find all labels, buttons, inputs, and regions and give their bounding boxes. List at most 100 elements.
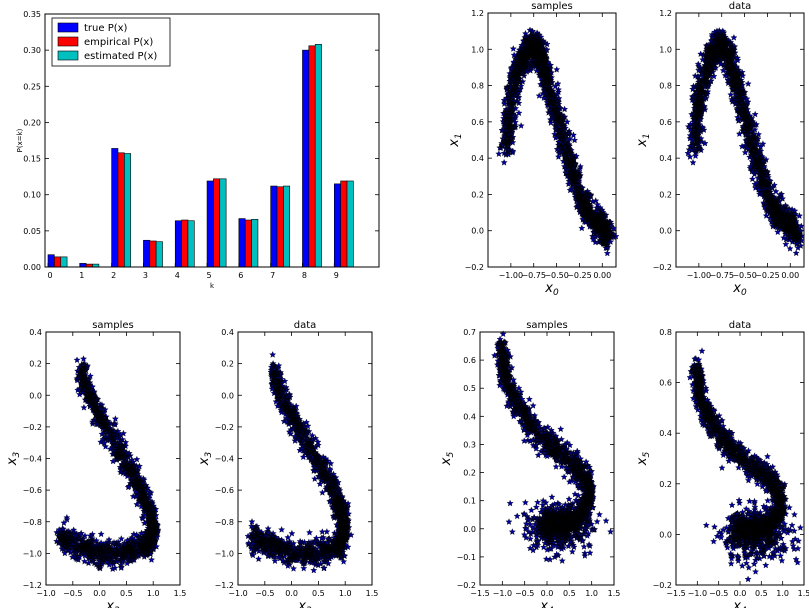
x-tick-label: 4 — [175, 271, 180, 280]
bar-true-0 — [47, 254, 55, 268]
x-tick-label: 0 — [47, 271, 52, 280]
x-tick-label: 7 — [270, 271, 275, 280]
y-tick-label: 0.15 — [23, 155, 41, 164]
bar-empirical-3 — [149, 240, 157, 268]
y-tick-label: 0.0 — [29, 391, 42, 400]
legend-swatch — [57, 22, 79, 33]
bar-estimated-9 — [346, 180, 354, 268]
x-tick-label: 0.00 — [781, 271, 799, 280]
y-tick-label: 0.6 — [659, 379, 672, 388]
bar-true-1 — [79, 263, 87, 268]
x-tick-label: −0.5 — [515, 589, 534, 598]
y-tick-label: 0.5 — [463, 384, 476, 393]
y-tick-label: −0.8 — [23, 518, 42, 527]
x-axis-label: x0 — [732, 281, 747, 298]
y-tick-label: −0.2 — [457, 581, 476, 590]
x-tick-label: −1.0 — [228, 589, 247, 598]
x-tick-label: 2 — [111, 271, 116, 280]
bar-empirical-8 — [308, 45, 316, 268]
y-tick-label: −0.2 — [215, 423, 234, 432]
bar-empirical-4 — [181, 219, 189, 268]
y-tick-label: −0.4 — [215, 455, 234, 464]
y-axis-label: x1 — [447, 133, 464, 147]
y-tick-label: 1.0 — [659, 45, 672, 54]
bar-empirical-0 — [54, 256, 62, 268]
y-tick-label: 0.00 — [23, 263, 41, 272]
x-tick-label: −0.50 — [544, 271, 569, 280]
x-tick-label: 0.5 — [120, 589, 133, 598]
y-tick-label: 0.2 — [659, 480, 672, 489]
bar-empirical-7 — [276, 186, 284, 268]
x-tick-label: 1.0 — [339, 589, 352, 598]
bar-estimated-8 — [314, 44, 322, 268]
legend-label: true P(x) — [84, 23, 128, 34]
y-tick-label: 0.4 — [463, 412, 476, 421]
y-tick-label: −0.2 — [653, 581, 672, 590]
panel-title: data — [294, 320, 317, 331]
scatter-data-x2-x3-panel: −1.2−1.0−0.8−0.6−0.4−0.20.00.20.4−1.0 −0.… — [197, 320, 378, 608]
y-tick-label: 0.8 — [659, 328, 672, 337]
x-tick-label: −0.5 — [63, 589, 82, 598]
y-axis-label: x3 — [197, 452, 214, 467]
x-tick-label: −0.5 — [709, 589, 728, 598]
bar-empirical-5 — [213, 178, 221, 268]
bar-chart-panel: 0.00 0.05 0.10 0.15 0.20 0.25 0.30 0.35 0 1 2 3 4 5 6 7… — [16, 10, 380, 290]
scatter-points — [491, 330, 615, 564]
x-tick-label: 0.5 — [312, 589, 325, 598]
y-tick-label: 0.4 — [659, 429, 672, 438]
scatter-data-x0-x1-panel: −0.2 0.0 0.2 0.4 0.6 0.8 1.0 1.2 −1.00−0.75−0.50… — [635, 1, 806, 298]
x-tick-label: 0.5 — [755, 589, 768, 598]
scatter-data-x4-x5-panel: −0.2 0.0 0.2 0.4 0.6 0.8 −1.5 −1.0 −0.5 0.0 0.5 1.0… — [635, 320, 809, 608]
y-tick-label: 0.25 — [23, 82, 41, 91]
legend-label: estimated P(x) — [84, 51, 157, 62]
x-tick-label: 1 — [79, 271, 84, 280]
x-tick-label: 1.5 — [174, 589, 187, 598]
x-tick-label: 0.0 — [541, 589, 554, 598]
y-tick-label: 0.30 — [23, 46, 41, 55]
x-tick-label: −0.75 — [709, 271, 734, 280]
x-tick-label: 6 — [238, 271, 243, 280]
x-axis-label: x2 — [105, 599, 120, 608]
bar-true-3 — [143, 239, 151, 268]
bar-true-7 — [270, 185, 278, 268]
x-tick-label: 0.00 — [593, 271, 611, 280]
y-tick-label: 0.6 — [463, 356, 476, 365]
bar-empirical-9 — [340, 180, 348, 268]
y-axis-label: P(x=k) — [16, 128, 24, 152]
bar-true-2 — [111, 148, 119, 268]
y-tick-label: 0.3 — [463, 440, 476, 449]
y-tick-label: 0.6 — [659, 118, 672, 127]
y-tick-label: 0.2 — [29, 360, 42, 369]
y-tick-label: 0.10 — [23, 191, 41, 200]
x-tick-label: 5 — [207, 271, 212, 280]
y-axis-label: x5 — [635, 452, 652, 467]
x-tick-label: 1.5 — [798, 589, 809, 598]
y-tick-label: −0.6 — [23, 486, 42, 495]
y-tick-label: 1.2 — [659, 9, 672, 18]
y-tick-label: −0.6 — [215, 486, 234, 495]
scatter-samples-x4-x5-panel: −0.2 −0.1 0.0 0.1 0.2 0.3 0.4 0.5 0.6 0.7 −1.5 −1.0… — [439, 320, 620, 608]
x-tick-label: −1.0 — [688, 589, 707, 598]
x-tick-label: −0.5 — [255, 589, 274, 598]
x-tick-label: −1.5 — [666, 589, 685, 598]
x-tick-label: −1.0 — [36, 589, 55, 598]
x-tick-label: 8 — [302, 271, 307, 280]
x-tick-label: 1.0 — [585, 589, 598, 598]
bar-true-6 — [238, 218, 246, 268]
bar-estimated-2 — [124, 153, 132, 268]
y-tick-label: −0.4 — [23, 455, 42, 464]
y-tick-label: 0.0 — [471, 227, 484, 236]
panel-title: data — [729, 1, 752, 12]
bar-true-9 — [333, 183, 341, 268]
scatter-points — [53, 355, 162, 572]
bar-estimated-7 — [283, 185, 291, 268]
bar-empirical-6 — [244, 219, 252, 268]
y-tick-label: 1.0 — [471, 45, 484, 54]
bar-estimated-3 — [155, 241, 163, 268]
y-tick-label: −1.0 — [23, 549, 42, 558]
bar-true-8 — [302, 49, 310, 268]
bar-estimated-4 — [187, 220, 195, 268]
legend-swatch — [57, 50, 79, 61]
y-tick-label: 0.0 — [463, 525, 476, 534]
